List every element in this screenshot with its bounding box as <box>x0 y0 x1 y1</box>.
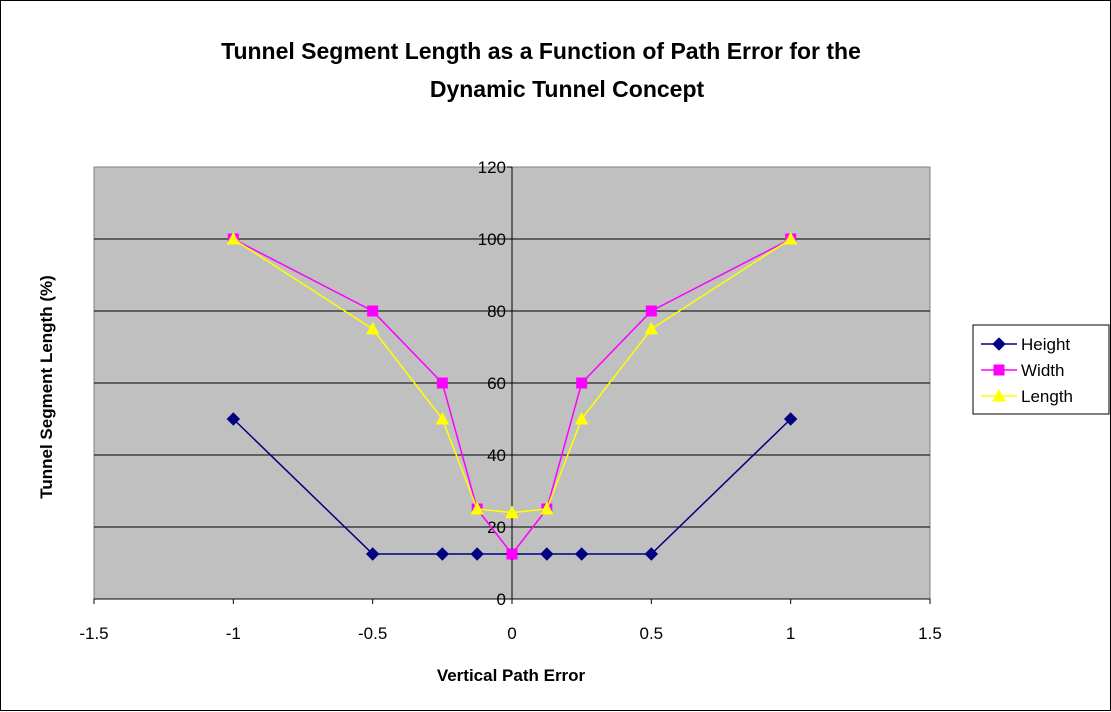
x-tick-label-1: 1 <box>786 624 795 643</box>
data-point-width <box>367 305 379 317</box>
x-tick-label-0: 0 <box>507 624 516 643</box>
data-point-height <box>540 547 554 561</box>
data-point-length <box>574 411 589 425</box>
y-tick-label-20: 20 <box>487 518 506 537</box>
x-tick-label-0.5: 0.5 <box>640 624 664 643</box>
chart-title: Tunnel Segment Length as a Function of P… <box>221 38 861 102</box>
legend-label-width: Width <box>1021 361 1064 380</box>
x-tick-label--1: -1 <box>226 624 241 643</box>
data-point-length <box>644 321 659 335</box>
y-tick-label-100: 100 <box>478 230 506 249</box>
y-tick-label-80: 80 <box>487 302 506 321</box>
legend-label-length: Length <box>1021 387 1073 406</box>
y-axis-ticks: 0 20 40 60 80 100 120 <box>478 158 512 609</box>
data-point-height <box>226 412 241 426</box>
x-axis-ticks: -1.5 -1 -0.5 0 0.5 1 1.5 <box>79 599 942 643</box>
data-point-length <box>365 321 380 335</box>
data-point-length <box>539 501 554 515</box>
legend-marker-length <box>992 388 1006 402</box>
data-point-height <box>783 412 798 426</box>
x-tick-label--1.5: -1.5 <box>79 624 108 643</box>
data-point-width <box>436 377 448 389</box>
data-point-height <box>644 547 659 561</box>
data-point-length <box>435 411 450 425</box>
data-point-length <box>470 501 485 515</box>
legend-item-height: Height <box>981 335 1070 354</box>
legend-item-width: Width <box>981 361 1064 380</box>
y-tick-label-0: 0 <box>497 590 506 609</box>
y-tick-label-120: 120 <box>478 158 506 177</box>
data-point-height <box>365 547 380 561</box>
chart-title-line-1: Tunnel Segment Length as a Function of P… <box>221 38 861 64</box>
data-point-length <box>783 231 798 245</box>
data-point-height <box>470 547 484 561</box>
data-point-width <box>645 305 657 317</box>
series <box>226 231 798 561</box>
data-point-width <box>576 377 588 389</box>
data-point-height <box>435 547 450 561</box>
data-point-length <box>505 505 519 519</box>
series-length <box>226 231 798 519</box>
legend-label-height: Height <box>1021 335 1070 354</box>
x-tick-label--0.5: -0.5 <box>358 624 387 643</box>
y-tick-label-60: 60 <box>487 374 506 393</box>
x-tick-label-1.5: 1.5 <box>918 624 942 643</box>
y-axis-title: Tunnel Segment Length (%) <box>37 275 56 499</box>
legend: Height Width Length <box>972 324 1110 415</box>
y-tick-label-40: 40 <box>487 446 506 465</box>
chart-title-line-2: Dynamic Tunnel Concept <box>430 76 705 102</box>
legend-marker-height <box>992 337 1006 351</box>
data-point-length <box>226 231 241 245</box>
legend-marker-width <box>993 364 1005 376</box>
data-point-height <box>574 547 589 561</box>
data-point-width <box>506 548 518 560</box>
x-axis-title: Vertical Path Error <box>437 666 586 685</box>
legend-item-length: Length <box>981 387 1073 406</box>
